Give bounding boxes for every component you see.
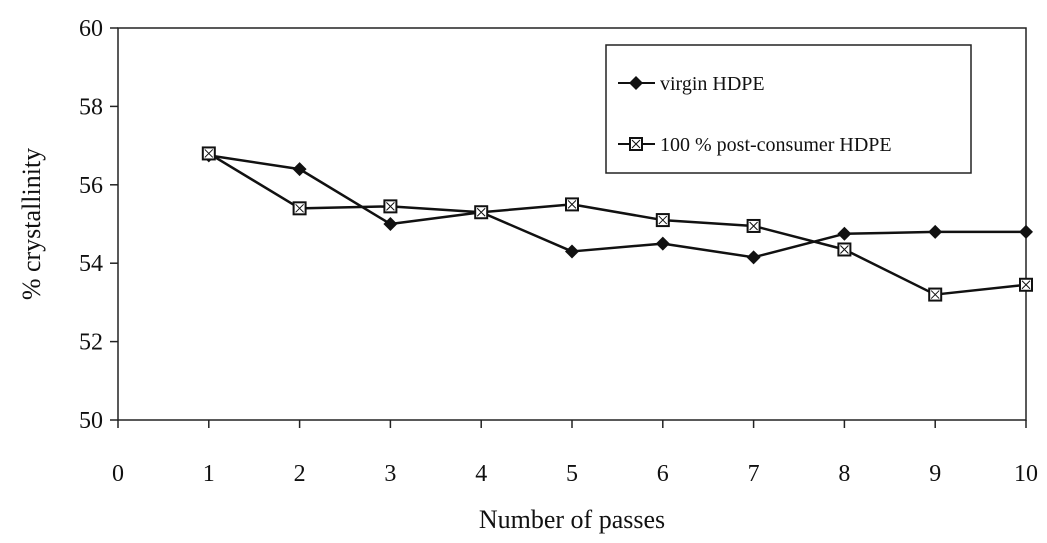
x-axis-title: Number of passes xyxy=(479,505,665,534)
legend: virgin HDPE 100 % post-consumer HDPE xyxy=(605,44,972,174)
legend-label-post-consumer-hdpe: 100 % post-consumer HDPE xyxy=(660,134,892,156)
data-point-cross xyxy=(567,200,577,209)
data-point-100-post-consumer-hdpe xyxy=(292,201,307,216)
legend-marker-virgin-hdpe xyxy=(629,76,643,90)
data-point-cross xyxy=(930,290,940,299)
data-point-100-post-consumer-hdpe xyxy=(746,218,761,233)
x-tick-label: 10 xyxy=(1014,461,1038,487)
y-tick-label: 50 xyxy=(79,408,103,434)
y-axis: 50 52 54 56 58 60 xyxy=(79,16,118,434)
legend-label-virgin-hdpe: virgin HDPE xyxy=(660,73,765,95)
y-tick-label: 52 xyxy=(79,330,103,356)
x-tick-label: 7 xyxy=(748,461,760,487)
data-point-virgin-hdpe xyxy=(928,224,943,239)
x-tick-label: 2 xyxy=(294,461,306,487)
data-point-cross xyxy=(840,245,849,254)
data-point-virgin-hdpe xyxy=(383,217,398,231)
x-tick-label: 0 xyxy=(112,461,124,487)
series-layer xyxy=(201,146,1033,302)
data-point-virgin-hdpe xyxy=(1019,224,1033,239)
data-point-100-post-consumer-hdpe xyxy=(565,197,579,212)
data-point-cross xyxy=(749,221,758,231)
data-point-virgin-hdpe xyxy=(292,162,307,177)
data-point-100-post-consumer-hdpe xyxy=(928,287,943,302)
data-point-100-post-consumer-hdpe xyxy=(474,205,489,220)
data-point-100-post-consumer-hdpe xyxy=(837,242,852,257)
data-point-cross xyxy=(295,203,304,213)
legend-marker-post-consumer-hdpe-inner xyxy=(631,139,641,149)
data-point-cross xyxy=(476,207,486,217)
x-tick-label: 1 xyxy=(203,461,215,487)
y-tick-label: 60 xyxy=(79,16,103,42)
data-point-virgin-hdpe xyxy=(565,244,579,259)
x-tick-label: 8 xyxy=(838,461,850,487)
data-point-virgin-hdpe xyxy=(655,236,670,251)
y-tick-label: 58 xyxy=(79,94,103,120)
data-point-virgin-hdpe xyxy=(837,226,852,241)
data-point-cross xyxy=(204,149,214,158)
data-point-100-post-consumer-hdpe xyxy=(201,146,216,161)
data-point-cross xyxy=(1021,280,1031,290)
data-point-cross xyxy=(386,202,395,211)
x-tick-label: 6 xyxy=(657,461,669,487)
y-tick-label: 54 xyxy=(79,251,103,277)
data-point-virgin-hdpe xyxy=(746,250,761,265)
series-100-post-consumer-hdpe xyxy=(201,146,1033,302)
x-tick-label: 4 xyxy=(475,461,487,487)
x-tick-label: 3 xyxy=(384,461,396,487)
series-line-virgin-hdpe xyxy=(208,154,1026,259)
y-tick-label: 56 xyxy=(79,173,103,199)
y-axis-title: % crystallinity xyxy=(17,148,46,300)
data-point-100-post-consumer-hdpe xyxy=(1019,277,1033,292)
data-point-100-post-consumer-hdpe xyxy=(383,199,398,214)
legend-box xyxy=(605,44,972,174)
series-line-100-post-consumer-hdpe xyxy=(208,152,1027,296)
data-point-cross xyxy=(658,215,668,225)
x-tick-label: 5 xyxy=(566,461,578,487)
x-axis: 0 1 2 3 4 5 6 7 8 9 10 xyxy=(112,420,1038,487)
data-point-100-post-consumer-hdpe xyxy=(655,213,670,228)
x-tick-label: 9 xyxy=(929,461,941,487)
